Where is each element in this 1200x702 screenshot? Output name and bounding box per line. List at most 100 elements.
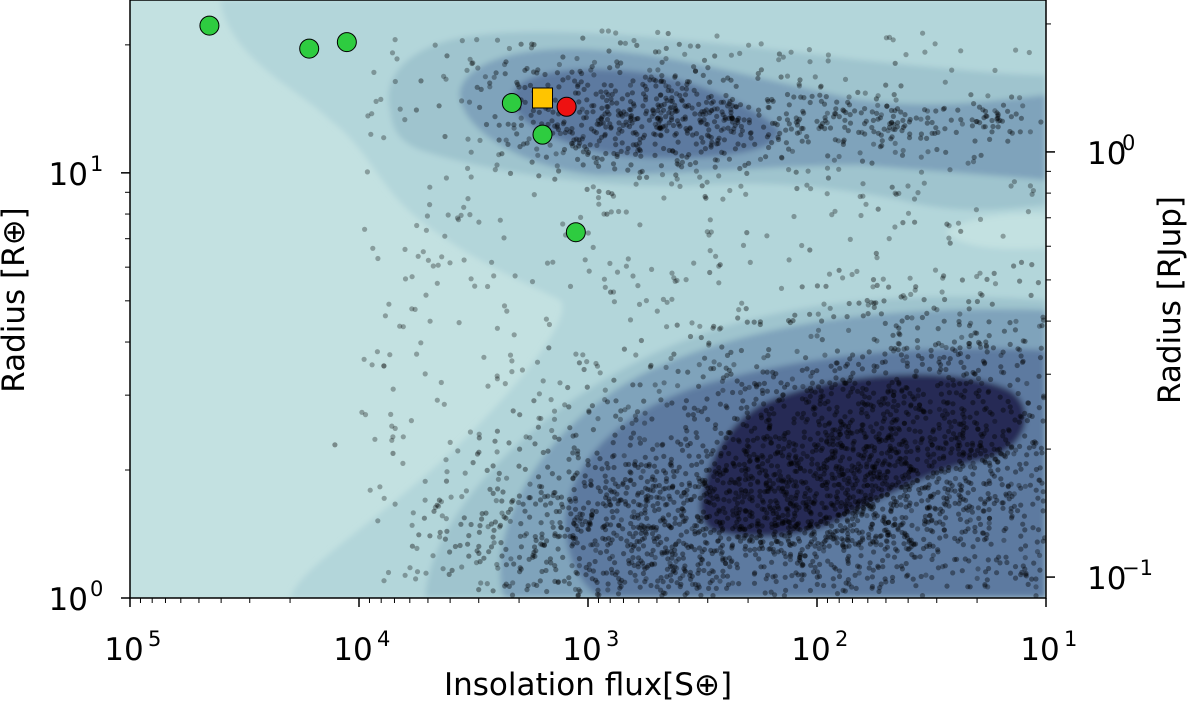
scatter-point (674, 176, 680, 182)
scatter-point (643, 503, 649, 509)
scatter-point (1022, 527, 1028, 533)
scatter-point (606, 496, 612, 502)
scatter-point (630, 430, 637, 436)
scatter-point (628, 542, 634, 548)
scatter-point (660, 579, 666, 585)
scatter-point (779, 397, 785, 403)
scatter-point (960, 433, 966, 439)
scatter-point (1040, 538, 1046, 544)
scatter-point (448, 494, 454, 500)
scatter-point (423, 227, 429, 233)
scatter-point (983, 481, 989, 487)
scatter-point (934, 146, 940, 153)
scatter-point (828, 455, 834, 461)
scatter-point (986, 319, 992, 325)
scatter-point (738, 405, 744, 411)
scatter-point (959, 334, 965, 340)
scatter-point (668, 98, 674, 104)
scatter-point (741, 117, 747, 123)
scatter-point (825, 175, 832, 181)
scatter-point (885, 553, 891, 559)
scatter-point (527, 481, 533, 487)
scatter-point (566, 575, 572, 581)
scatter-point (702, 405, 708, 411)
scatter-point (995, 118, 1001, 124)
scatter-point (727, 564, 733, 570)
scatter-point (481, 354, 487, 360)
scatter-point (736, 516, 742, 522)
scatter-point (755, 478, 761, 484)
scatter-point (512, 273, 518, 279)
scatter-point (643, 111, 649, 117)
scatter-point (620, 526, 626, 532)
scatter-point (766, 105, 772, 111)
scatter-point (783, 489, 789, 495)
scatter-point (534, 70, 540, 76)
scatter-point (1009, 493, 1015, 499)
scatter-point (822, 400, 828, 407)
scatter-point (573, 351, 579, 357)
scatter-point (727, 430, 733, 436)
scatter-point (611, 530, 617, 536)
scatter-point (886, 383, 892, 389)
scatter-point (443, 478, 450, 484)
scatter-point (870, 117, 877, 123)
scatter-point (736, 494, 742, 500)
scatter-point (970, 442, 976, 448)
scatter-point (834, 99, 840, 105)
scatter-point (760, 390, 766, 396)
scatter-point (793, 495, 799, 501)
scatter-point (529, 279, 536, 285)
scatter-point (536, 109, 542, 115)
scatter-point (364, 169, 370, 175)
scatter-point (941, 501, 947, 507)
scatter-point (787, 500, 793, 506)
scatter-point (541, 542, 547, 548)
scatter-point (653, 83, 659, 89)
scatter-point (859, 529, 865, 535)
scatter-point (949, 483, 955, 489)
scatter-point (852, 108, 858, 114)
scatter-point (856, 300, 862, 306)
scatter-point (738, 487, 744, 493)
scatter-point (712, 157, 718, 163)
scatter-point (863, 434, 869, 440)
scatter-point (719, 527, 725, 533)
scatter-point (975, 367, 982, 373)
scatter-point (876, 431, 882, 437)
scatter-point (668, 578, 674, 584)
scatter-point (762, 468, 769, 474)
scatter-point (652, 49, 659, 55)
scatter-point (709, 139, 715, 145)
scatter-point (891, 540, 897, 546)
scatter-point (544, 588, 550, 595)
scatter-point (903, 455, 909, 461)
scatter-point (890, 113, 897, 119)
scatter-point (894, 503, 900, 509)
scatter-point (629, 90, 636, 96)
scatter-point (702, 477, 708, 484)
scatter-point (993, 456, 999, 462)
scatter-point (464, 67, 470, 73)
scatter-point (754, 523, 761, 529)
scatter-point (641, 132, 648, 138)
scatter-point (1005, 484, 1011, 490)
scatter-point (806, 47, 813, 53)
scatter-point (952, 475, 959, 482)
scatter-point (668, 355, 674, 361)
scatter-point (970, 544, 976, 550)
scatter-point (904, 532, 910, 539)
scatter-point (952, 556, 958, 563)
scatter-point (1012, 417, 1018, 423)
scatter-point (883, 579, 889, 585)
scatter-point (712, 164, 718, 170)
scatter-point (786, 439, 792, 445)
scatter-point (586, 521, 592, 528)
scatter-point (720, 556, 726, 562)
scatter-point (927, 366, 933, 372)
scatter-point (686, 79, 692, 85)
scatter-point (728, 77, 734, 83)
scatter-point (637, 440, 644, 446)
scatter-point (811, 531, 818, 537)
scatter-point (821, 505, 827, 511)
